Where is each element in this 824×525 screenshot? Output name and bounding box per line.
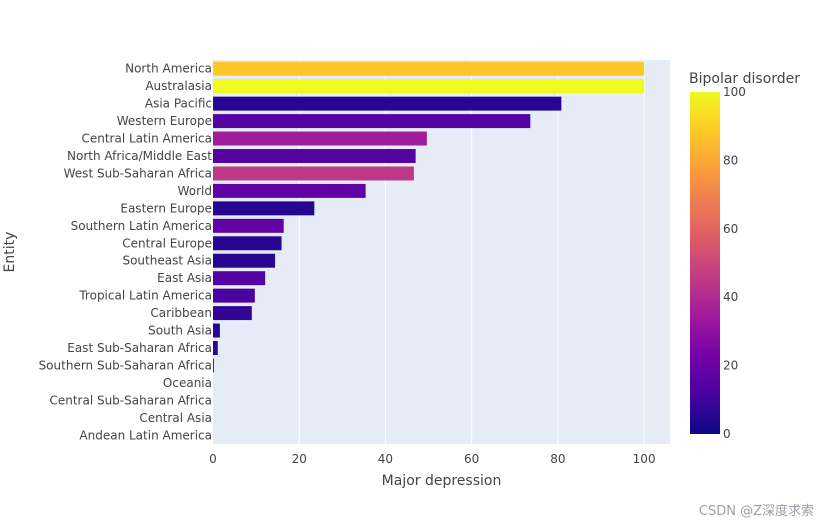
y-tick-label: Southern Sub-Saharan Africa: [39, 358, 212, 372]
colorbar-tick-label: 80: [723, 153, 738, 167]
y-tick-label: Asia Pacific: [145, 97, 212, 111]
y-tick-label: Andean Latin America: [79, 428, 212, 442]
x-axis-title: Major depression: [382, 473, 502, 489]
bars: [213, 61, 645, 373]
colorbar-tick-label: 20: [723, 359, 738, 373]
x-tick-labels: 0 20 40 60 80 100: [209, 452, 655, 466]
colorbar-tick-labels: 0 20 40 60 80 100: [723, 85, 746, 441]
bar-eastern-europe[interactable]: [213, 201, 315, 216]
x-tick-label: 40: [378, 452, 393, 466]
y-tick-label: East Asia: [157, 271, 212, 285]
bar-southern-latin-america[interactable]: [213, 218, 284, 233]
bar-southeast-asia[interactable]: [213, 253, 276, 268]
y-tick-label: Caribbean: [150, 306, 212, 320]
x-tick-label: 60: [464, 452, 479, 466]
y-axis-title: Entity: [2, 232, 18, 273]
x-tick-label: 100: [633, 452, 656, 466]
y-tick-label: Western Europe: [117, 114, 212, 128]
bar-southern-sub-saharan-africa[interactable]: [213, 358, 214, 373]
bar-east-asia[interactable]: [213, 271, 266, 286]
colorbar-tick-label: 60: [723, 222, 738, 236]
bar-asia-pacific[interactable]: [213, 96, 562, 111]
bar-central-europe[interactable]: [213, 236, 282, 251]
bar-australasia[interactable]: [213, 79, 645, 94]
colorbar-tick-label: 0: [723, 427, 731, 441]
y-tick-label: South Asia: [148, 324, 212, 338]
y-tick-label: Central Asia: [139, 411, 212, 425]
y-tick-label: North Africa/Middle East: [67, 149, 212, 163]
bar-west-sub-saharan-africa[interactable]: [213, 166, 414, 181]
bar-north-africa-middle-east[interactable]: [213, 149, 416, 163]
y-tick-labels: North America Australasia Asia Pacific West…: [39, 62, 213, 443]
y-tick-label: Australasia: [145, 79, 212, 93]
colorbar-gradient: [690, 92, 720, 434]
bar-western-europe[interactable]: [213, 114, 531, 129]
y-tick-label: Eastern Europe: [120, 201, 212, 215]
y-tick-label: Oceania: [163, 376, 212, 390]
colorbar-tick-label: 100: [723, 85, 746, 99]
y-tick-label: Central Europe: [122, 236, 212, 250]
bar-east-sub-saharan-africa[interactable]: [213, 341, 218, 355]
y-tick-label: North America: [125, 62, 212, 76]
y-tick-label: East Sub-Saharan Africa: [67, 341, 212, 355]
y-tick-label: Central Latin America: [81, 132, 212, 146]
bar-world[interactable]: [213, 183, 366, 198]
bar-caribbean[interactable]: [213, 306, 252, 321]
colorbar-tick-label: 40: [723, 290, 738, 304]
y-tick-label: Central Sub-Saharan Africa: [49, 393, 212, 407]
colorbar: Bipolar disorder 0 20 40 60 80 100: [689, 71, 800, 441]
colorbar-title: Bipolar disorder: [689, 71, 800, 87]
bar-tropical-latin-america[interactable]: [213, 288, 255, 303]
y-tick-label: Southern Latin America: [71, 219, 212, 233]
x-tick-label: 20: [292, 452, 307, 466]
bar-north-america[interactable]: [213, 61, 645, 76]
bar-central-latin-america[interactable]: [213, 131, 427, 146]
y-tick-label: Tropical Latin America: [78, 289, 212, 303]
y-tick-label: Southeast Asia: [122, 254, 212, 268]
watermark: CSDN @Z深度求索: [698, 504, 814, 519]
y-tick-label: West Sub-Saharan Africa: [64, 166, 212, 180]
y-tick-label: World: [178, 184, 212, 198]
x-tick-label: 0: [209, 452, 217, 466]
bar-south-asia[interactable]: [213, 323, 220, 338]
x-tick-label: 80: [550, 452, 565, 466]
